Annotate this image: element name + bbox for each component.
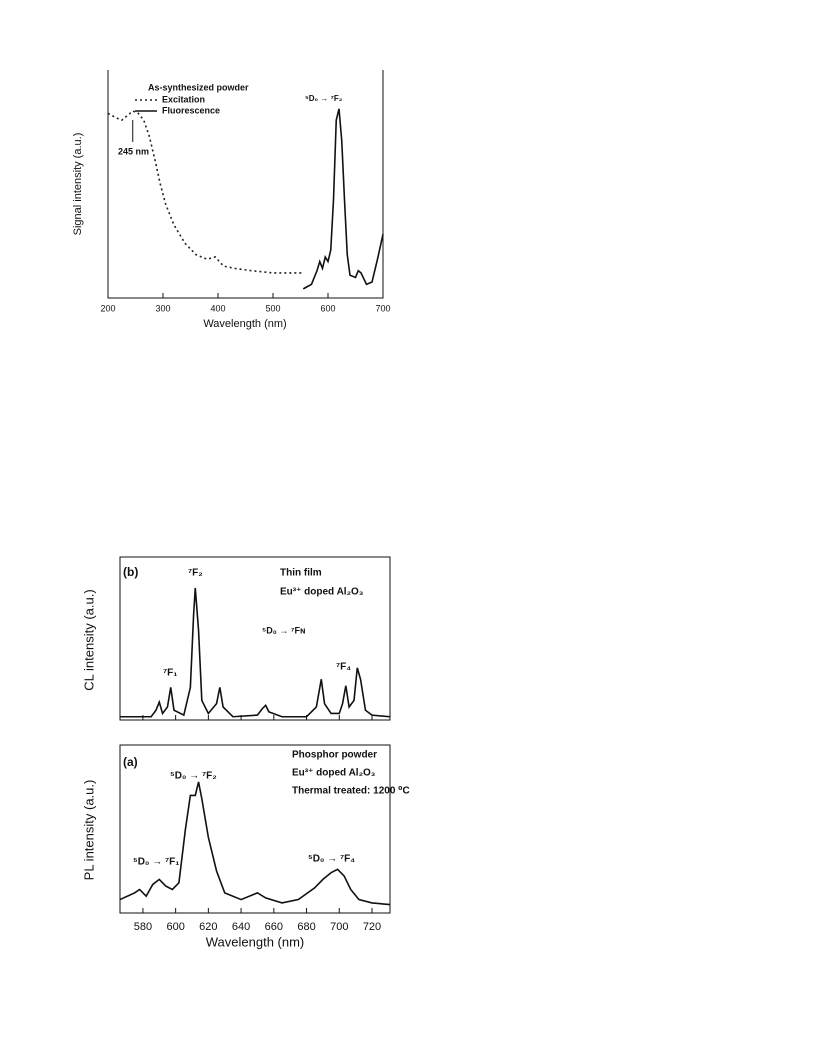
y-axis-label: Signal intensity (a.u.) [72,133,84,236]
x-tick-label: 580 [134,921,152,933]
annotation: Thermal treated: 1200 ⁰C [292,786,410,797]
annotation: ⁷F₁ [163,668,177,679]
axes-frame [107,70,384,299]
x-tick-label: 600 [166,921,184,933]
annotation: Thin film [280,568,322,579]
series-line [120,587,391,718]
axes-frame [119,556,391,721]
annotation: Eu³⁺ doped Al₂O₃ [292,768,376,779]
axes-frame [119,744,391,914]
x-axis-label: Wavelength (nm) [206,934,305,949]
x-tick-label: 500 [265,303,280,313]
annotation: (b) [123,565,138,579]
annotation: (a) [123,755,138,769]
x-axis-label: Wavelength (nm) [203,318,286,330]
annotation: ⁵D₀ → ⁷F₄ [308,854,355,865]
x-tick-label: 700 [375,303,390,313]
annotation: Eu³⁺ doped Al₂O₃ [280,587,364,598]
legend-label: Fluorescence [162,105,220,115]
x-tick-label: 700 [330,921,348,933]
y-axis-label: CL intensity (a.u.) [81,589,96,690]
series-line [119,781,391,906]
x-tick-label: 620 [199,921,217,933]
legend-label: Excitation [162,94,205,104]
x-tick-label: 400 [210,303,225,313]
x-tick-label: 300 [155,303,170,313]
y-axis-label: PL intensity (a.u.) [81,780,96,881]
x-tick-label: 720 [363,921,381,933]
series-line [107,110,304,274]
legend-title: As-synthesized powder [148,82,249,92]
annotation: ⁵D₀ → ⁷F₂ [305,94,343,103]
series-line [302,108,384,290]
annotation: Phosphor powder [292,750,377,761]
x-tick-label: 200 [100,303,115,313]
annotation: ⁵D₀ → ⁷Fɴ [262,625,306,635]
annotation: 245 nm [118,146,149,156]
annotation: ⁵D₀ → ⁷F₂ [170,771,217,782]
x-tick-label: 640 [232,921,250,933]
annotation: ⁵D₀ → ⁷F₁ [133,857,179,868]
x-tick-label: 600 [320,303,335,313]
x-tick-label: 680 [297,921,315,933]
annotation: ⁷F₄ [336,662,351,673]
annotation: ⁷F₂ [188,568,203,579]
x-tick-label: 660 [265,921,283,933]
